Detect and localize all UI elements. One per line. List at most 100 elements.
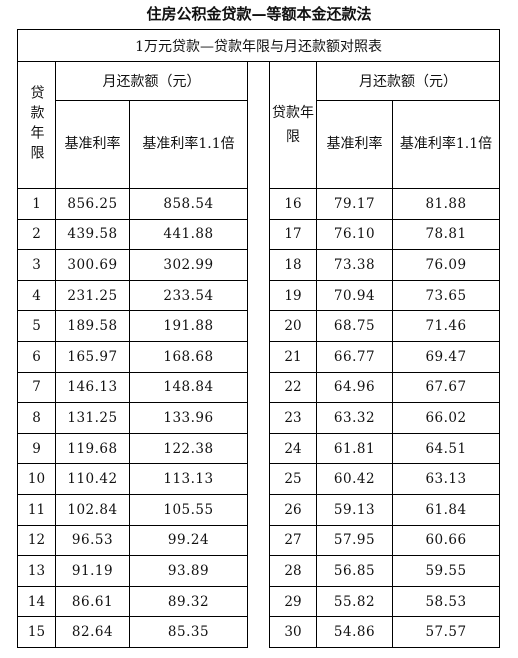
base-rate-11-cell-left: 233.54 bbox=[129, 279, 248, 312]
base-rate-11-cell-left: 99.24 bbox=[129, 524, 248, 557]
year-cell-left: 9 bbox=[17, 432, 56, 465]
base-rate-11-cell-right: 66.02 bbox=[391, 402, 501, 434]
base-rate-11-cell-left: 113.13 bbox=[129, 463, 248, 495]
column-gap bbox=[247, 188, 270, 220]
year-cell-left: 15 bbox=[17, 616, 56, 648]
column-gap bbox=[247, 555, 270, 587]
year-cell-left: 7 bbox=[17, 371, 56, 404]
page-title: 住房公积金贷款—等额本金还款法 bbox=[146, 5, 372, 23]
base-rate-11-cell-right: 60.66 bbox=[391, 524, 501, 557]
table-row: 6 165.97 168.68 21 66.77 69.47 bbox=[17, 340, 501, 373]
year-cell-left: 2 bbox=[17, 218, 56, 251]
base-rate-11-cell-left: 191.88 bbox=[129, 310, 248, 342]
year-cell-left: 1 bbox=[17, 188, 56, 220]
base-rate-11-cell-right: 61.84 bbox=[391, 493, 501, 526]
table-row: 5 189.58 191.88 20 68.75 71.46 bbox=[17, 310, 501, 342]
column-gap bbox=[247, 616, 270, 648]
base-rate-cell-right: 79.17 bbox=[316, 188, 393, 220]
base-rate-11-cell-left: 105.55 bbox=[129, 493, 248, 526]
year-cell-left: 3 bbox=[17, 249, 56, 281]
year-cell-right: 18 bbox=[269, 249, 317, 281]
year-header-left: 贷款年限 bbox=[17, 61, 56, 189]
base-rate-cell-right: 57.95 bbox=[316, 524, 393, 557]
base-rate-11-cell-left: 122.38 bbox=[129, 432, 248, 465]
column-gap bbox=[247, 525, 270, 556]
column-gap bbox=[247, 433, 270, 464]
base-rate-cell-left: 131.25 bbox=[55, 402, 130, 434]
base-rate-cell-right: 70.94 bbox=[316, 279, 393, 312]
year-cell-left: 6 bbox=[17, 340, 56, 373]
table-row: 11 102.84 105.55 26 59.13 61.84 bbox=[17, 493, 501, 526]
base-rate-11-cell-left: 89.32 bbox=[129, 585, 248, 618]
base-rate-11-cell-right: 73.65 bbox=[391, 279, 501, 312]
column-gap bbox=[247, 463, 270, 495]
base-rate-cell-right: 64.96 bbox=[316, 371, 393, 404]
column-gap bbox=[247, 341, 270, 373]
base-rate-cell-left: 300.69 bbox=[55, 249, 130, 281]
base-rate-cell-right: 59.13 bbox=[316, 493, 393, 526]
column-gap bbox=[247, 249, 270, 281]
year-cell-left: 4 bbox=[17, 279, 56, 312]
year-cell-left: 12 bbox=[17, 524, 56, 557]
base-rate-11-cell-right: 63.13 bbox=[391, 463, 501, 495]
table-row: 15 82.64 85.35 30 54.86 57.57 bbox=[17, 616, 501, 648]
year-cell-left: 14 bbox=[17, 585, 56, 618]
year-cell-right: 19 bbox=[269, 279, 317, 312]
table-row: 13 91.19 93.89 28 56.85 59.55 bbox=[17, 555, 501, 587]
base-rate-11-cell-left: 441.88 bbox=[129, 218, 248, 251]
column-gap bbox=[247, 61, 270, 189]
base-rate-11-cell-right: 76.09 bbox=[391, 249, 501, 281]
year-cell-left: 11 bbox=[17, 493, 56, 526]
table-row: 2 439.58 441.88 17 76.10 78.81 bbox=[17, 218, 501, 251]
repayment-table: 1万元贷款—贷款年限与月还款额对照表 贷款年限 月还款额（元） 贷款年限 月还款… bbox=[16, 29, 501, 648]
base-rate-11-cell-right: 71.46 bbox=[391, 310, 501, 342]
year-header-right: 贷款年限 bbox=[269, 61, 317, 189]
column-gap bbox=[247, 219, 270, 250]
year-cell-right: 25 bbox=[269, 463, 317, 495]
base-rate-11-cell-right: 64.51 bbox=[391, 432, 501, 465]
year-cell-right: 17 bbox=[269, 218, 317, 251]
base-rate-cell-right: 55.82 bbox=[316, 585, 393, 618]
base-rate-11-cell-left: 148.84 bbox=[129, 371, 248, 404]
base-rate-11-cell-right: 67.67 bbox=[391, 371, 501, 404]
year-cell-left: 8 bbox=[17, 402, 56, 434]
year-cell-right: 16 bbox=[269, 188, 317, 220]
base-rate-11-cell-left: 858.54 bbox=[129, 188, 248, 220]
base-rate-11-cell-right: 81.88 bbox=[391, 188, 501, 220]
base-rate-cell-left: 231.25 bbox=[55, 279, 130, 312]
col-header-base-left: 基准利率 bbox=[55, 100, 130, 189]
year-cell-right: 27 bbox=[269, 524, 317, 557]
column-gap bbox=[247, 586, 270, 617]
base-rate-11-cell-right: 59.55 bbox=[391, 555, 501, 587]
year-cell-right: 23 bbox=[269, 402, 317, 434]
base-rate-cell-left: 102.84 bbox=[55, 493, 130, 526]
table-row: 10 110.42 113.13 25 60.42 63.13 bbox=[17, 463, 501, 495]
base-rate-cell-left: 110.42 bbox=[55, 463, 130, 495]
year-cell-right: 28 bbox=[269, 555, 317, 587]
base-rate-cell-right: 56.85 bbox=[316, 555, 393, 587]
col-header-base11-right: 基准利率1.1倍 bbox=[391, 100, 501, 189]
year-cell-left: 13 bbox=[17, 555, 56, 587]
table-row: 1 856.25 858.54 16 79.17 81.88 bbox=[17, 188, 501, 220]
column-gap bbox=[247, 280, 270, 311]
base-rate-cell-left: 96.53 bbox=[55, 524, 130, 557]
base-rate-cell-right: 54.86 bbox=[316, 616, 393, 648]
base-rate-cell-left: 86.61 bbox=[55, 585, 130, 618]
base-rate-cell-left: 146.13 bbox=[55, 371, 130, 404]
year-cell-left: 10 bbox=[17, 463, 56, 495]
year-cell-left: 5 bbox=[17, 310, 56, 342]
year-cell-right: 29 bbox=[269, 585, 317, 618]
base-rate-cell-left: 439.58 bbox=[55, 218, 130, 251]
base-rate-11-cell-right: 57.57 bbox=[391, 616, 501, 648]
monthly-payment-header-left: 月还款额（元） bbox=[55, 61, 248, 101]
base-rate-11-cell-left: 302.99 bbox=[129, 249, 248, 281]
base-rate-11-cell-right: 69.47 bbox=[391, 340, 501, 373]
base-rate-cell-right: 68.75 bbox=[316, 310, 393, 342]
base-rate-11-cell-left: 93.89 bbox=[129, 555, 248, 587]
col-header-base-right: 基准利率 bbox=[316, 100, 393, 189]
column-gap bbox=[247, 310, 270, 342]
base-rate-cell-left: 189.58 bbox=[55, 310, 130, 342]
table-row: 8 131.25 133.96 23 63.32 66.02 bbox=[17, 402, 501, 434]
table-row: 4 231.25 233.54 19 70.94 73.65 bbox=[17, 279, 501, 312]
table-row: 7 146.13 148.84 22 64.96 67.67 bbox=[17, 371, 501, 404]
